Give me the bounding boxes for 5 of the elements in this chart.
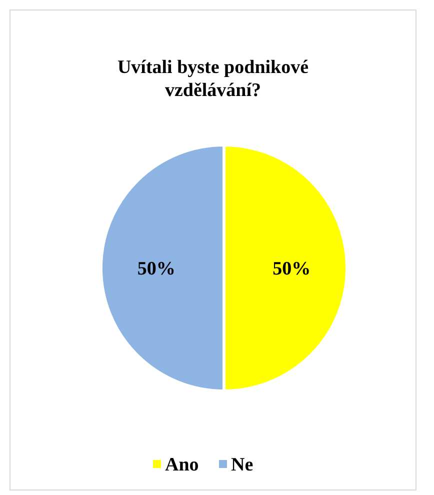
legend-label: Ne xyxy=(231,454,254,476)
data-label: 50% xyxy=(137,258,176,280)
chart-title: Uvítali byste podnikové vzdělávání? xyxy=(117,57,309,101)
legend-label: Ano xyxy=(165,454,199,476)
data-label: 50% xyxy=(272,258,311,280)
